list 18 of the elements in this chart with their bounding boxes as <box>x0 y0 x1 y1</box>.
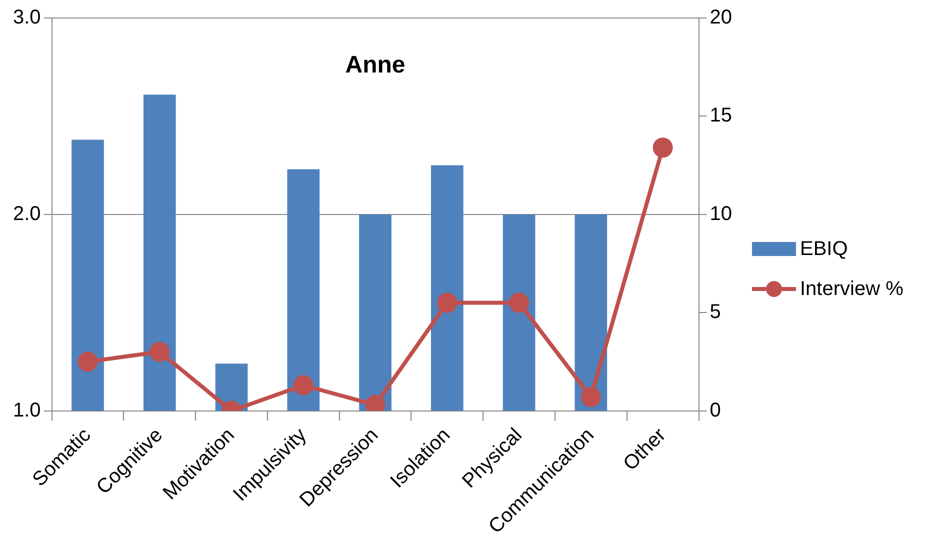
point <box>437 292 458 313</box>
text: Anne <box>345 52 406 79</box>
y-tick-label: 2.0 <box>12 202 41 225</box>
point <box>652 138 673 158</box>
point <box>580 387 601 408</box>
legend-label: Interview % <box>800 278 904 300</box>
point <box>293 375 314 396</box>
y2-tick-label: 5 <box>710 301 721 324</box>
point <box>509 292 530 313</box>
point <box>150 342 170 362</box>
y-tick-label: 3.0 <box>12 6 41 29</box>
y2-tick-label: 0 <box>710 399 721 422</box>
legend-label: EBIQ <box>800 238 848 260</box>
point <box>78 352 98 372</box>
y-tick-label: 1.0 <box>12 399 41 422</box>
y2-tick-label: 10 <box>710 202 732 225</box>
y2-tick-label: 15 <box>710 104 732 127</box>
y2-tick-label: 20 <box>710 6 732 29</box>
